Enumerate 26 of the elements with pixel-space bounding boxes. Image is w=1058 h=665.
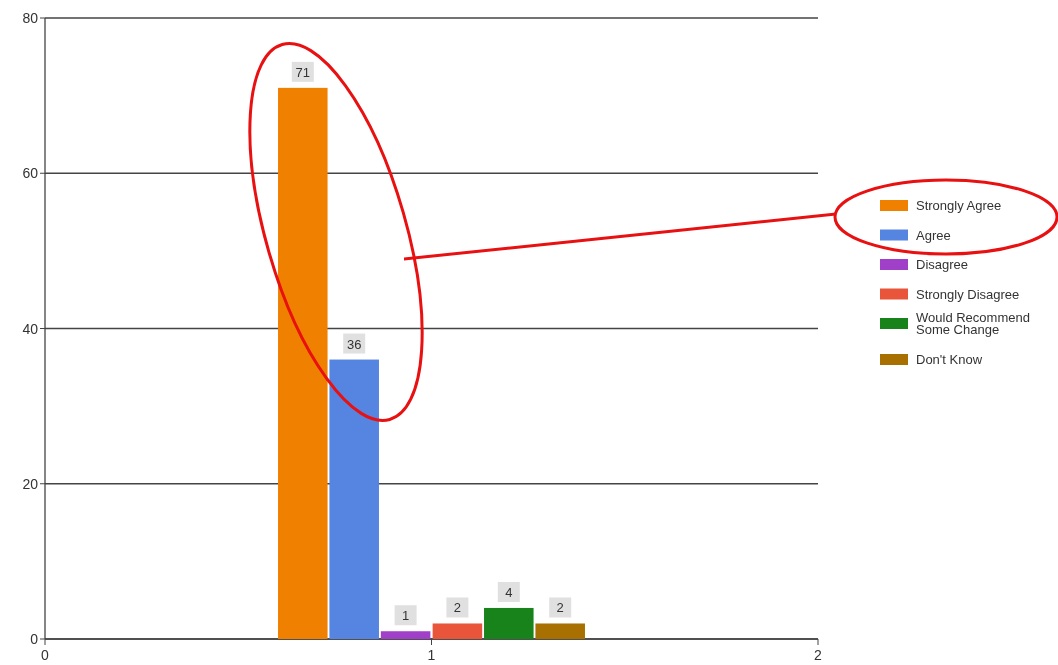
data-label: 2 <box>453 600 462 616</box>
bar <box>432 623 483 639</box>
legend-label: Disagree <box>916 257 969 272</box>
legend-label: Strongly Disagree <box>916 286 1020 302</box>
legend-label: Would Recommend Some Change <box>916 310 1030 337</box>
data-label: 4 <box>505 584 513 600</box>
data-label: 71 <box>295 64 311 80</box>
x-tick-label: 2 <box>814 647 823 663</box>
legend-label: Agree <box>916 227 951 243</box>
y-tick-label: 60 <box>22 165 39 182</box>
data-label: 36 <box>346 336 362 352</box>
bar <box>535 623 585 639</box>
y-tick-label: 40 <box>22 320 39 337</box>
x-tick-label: 1 <box>427 647 436 663</box>
x-tick-label: 0 <box>41 647 50 663</box>
legend-label: Strongly Agree <box>916 198 1002 213</box>
y-tick-label: 0 <box>30 631 39 647</box>
bar <box>380 631 431 639</box>
data-label: 1 <box>401 608 410 624</box>
bar <box>329 359 379 639</box>
bar <box>484 607 534 639</box>
y-tick-label: 80 <box>22 10 39 26</box>
data-label: 2 <box>556 600 564 616</box>
bar <box>278 87 328 639</box>
y-tick-label: 20 <box>22 475 39 492</box>
legend-label: Don't Know <box>916 352 983 367</box>
